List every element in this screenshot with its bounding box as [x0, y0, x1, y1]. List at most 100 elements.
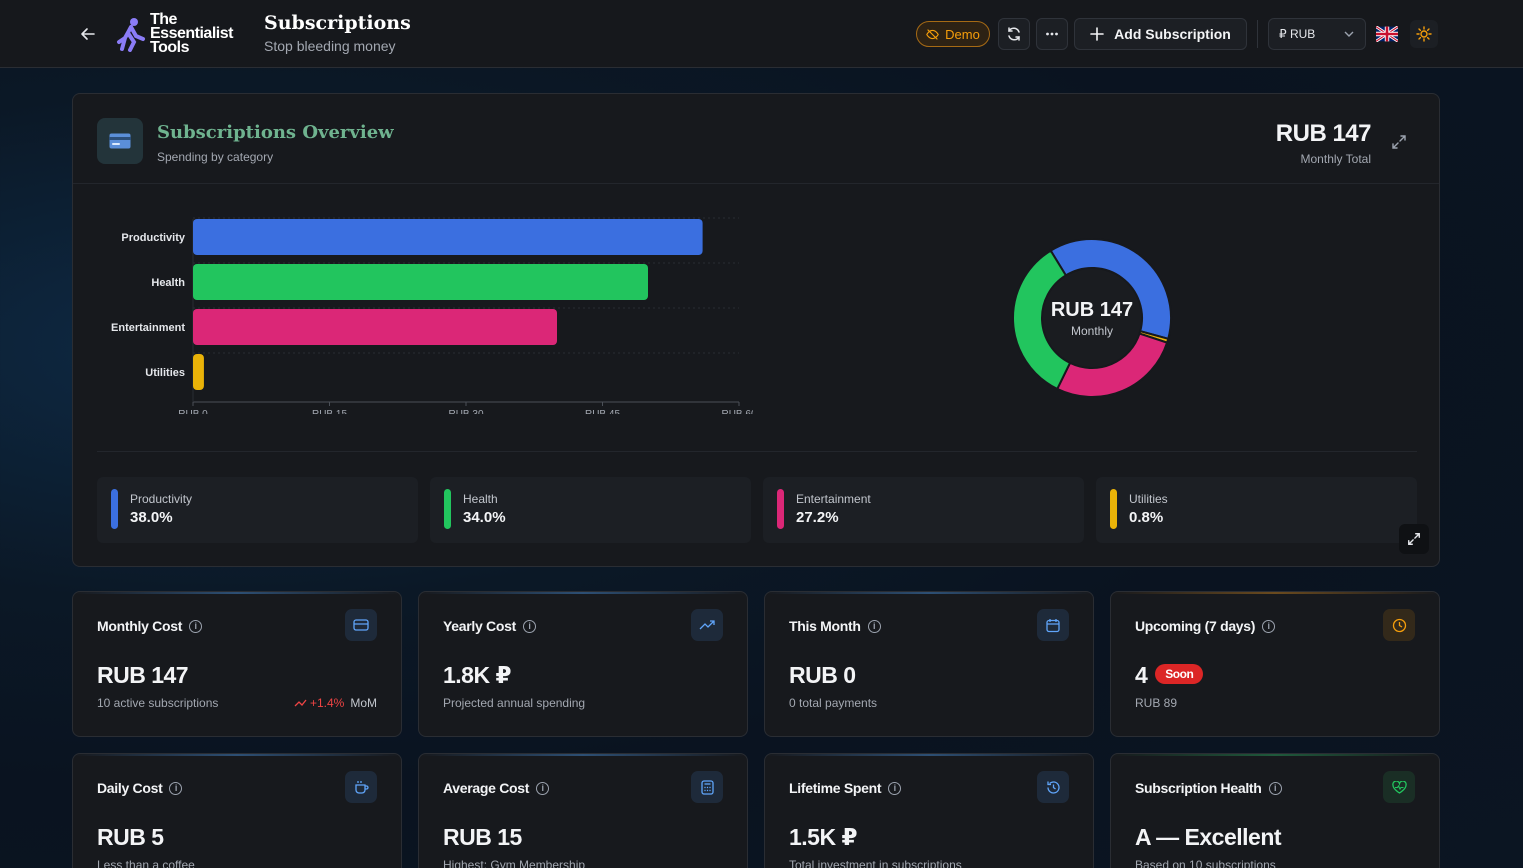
stat-description: 10 active subscriptions — [97, 696, 219, 710]
category-tick-label: Entertainment — [111, 322, 185, 334]
legend-name: Productivity — [130, 492, 193, 506]
category-bar-chart: Productivity Health Entertainment Utilities… — [103, 204, 757, 420]
legend-swatch — [111, 489, 118, 529]
info-icon[interactable]: i — [867, 619, 881, 633]
overview-header: Subscriptions Overview Spending by categ… — [73, 94, 1439, 184]
info-icon[interactable]: i — [536, 781, 550, 795]
back-arrow-icon[interactable] — [78, 24, 98, 44]
add-subscription-button[interactable]: Add Subscription — [1074, 18, 1247, 50]
category-tick-label: Productivity — [121, 232, 185, 244]
soon-badge: Soon — [1155, 663, 1204, 684]
refresh-icon — [1008, 27, 1020, 41]
x-tick-label: RUB 15 — [312, 409, 347, 414]
stat-value: 4 — [1135, 662, 1148, 688]
stat-description: Highest: Gym Membership — [443, 858, 586, 868]
category-tick-label: Utilities — [145, 367, 185, 379]
overview-divider — [97, 451, 1417, 452]
month-over-month-trend: +1.4% MoM — [294, 696, 377, 710]
info-icon[interactable]: i — [169, 781, 183, 795]
currency-label: ₽ RUB — [1279, 27, 1316, 41]
stat-value: RUB 147 — [97, 662, 189, 688]
stat-description: RUB 89 — [1135, 696, 1178, 710]
page-subtitle: Stop bleeding money — [264, 38, 396, 54]
overview-subtitle: Spending by category — [157, 150, 274, 164]
legend-name: Utilities — [1129, 492, 1168, 506]
stat-label: This Month — [789, 618, 861, 634]
legend-percent: 38.0% — [130, 509, 173, 526]
stat-label: Upcoming (7 days) — [1135, 618, 1256, 634]
theme-toggle-button[interactable] — [1410, 20, 1438, 48]
category-legend: Productivity 38.0% Health 34.0% Entertai… — [97, 477, 1417, 543]
more-options-button[interactable] — [1036, 18, 1068, 50]
bar-utilities[interactable] — [193, 354, 204, 390]
stat-description: Less than a coffee — [97, 858, 195, 868]
trend-suffix: MoM — [350, 696, 377, 710]
history-icon — [1037, 771, 1069, 803]
demo-badge[interactable]: Demo — [916, 21, 990, 47]
eye-off-icon — [926, 28, 939, 40]
refresh-button[interactable] — [998, 18, 1030, 50]
running-figure-icon — [117, 18, 145, 52]
currency-select[interactable]: ₽ RUB — [1268, 18, 1366, 50]
stat-value: RUB 5 — [97, 824, 164, 850]
bar-productivity[interactable] — [193, 219, 703, 255]
stat-value: RUB 0 — [789, 662, 856, 688]
fullscreen-button[interactable] — [1399, 524, 1429, 554]
legend-swatch — [777, 489, 784, 529]
legend-item-entertainment[interactable]: Entertainment 27.2% — [763, 477, 1084, 543]
stat-label: Monthly Cost — [97, 618, 183, 634]
trending-up-icon — [294, 699, 307, 707]
stat-value: RUB 15 — [443, 824, 522, 850]
overview-title: Subscriptions Overview — [157, 122, 394, 143]
stat-label: Subscription Health — [1135, 780, 1262, 796]
app-logo[interactable]: The Essentialist Tools — [116, 12, 252, 56]
stat-label: Yearly Cost — [443, 618, 516, 634]
stat-description: Projected annual spending — [443, 696, 586, 710]
yearly-cost-card: Yearly Cost i 1.8K ₽ Projected annual spe… — [418, 591, 748, 737]
info-icon[interactable]: i — [189, 619, 203, 633]
info-icon[interactable]: i — [1268, 781, 1282, 795]
legend-swatch — [1110, 489, 1117, 529]
monthly-total-label: Monthly Total — [1300, 152, 1371, 166]
average-cost-card: Average Cost i RUB 15 Highest: Gym Member… — [418, 753, 748, 868]
subscription-health-card: Subscription Health i A — Excellent Based… — [1110, 753, 1440, 868]
legend-name: Entertainment — [796, 492, 871, 506]
x-tick-label: RUB 30 — [448, 409, 483, 414]
donut-hole — [1043, 269, 1141, 367]
info-icon[interactable]: i — [522, 619, 536, 633]
info-icon[interactable]: i — [1262, 619, 1276, 633]
legend-name: Health — [463, 492, 498, 506]
monthly-total-value: RUB 147 — [1275, 120, 1372, 147]
legend-item-health[interactable]: Health 34.0% — [430, 477, 751, 543]
stat-description: Total investment in subscriptions — [789, 858, 962, 868]
uk-flag-icon[interactable] — [1375, 24, 1399, 44]
trend-value: +1.4% — [309, 696, 345, 710]
donut-center-value: RUB 147 — [1050, 298, 1134, 321]
calculator-icon — [691, 771, 723, 803]
page-title: Subscriptions — [264, 12, 411, 34]
lifetime-spent-card: Lifetime Spent i 1.5K ₽ Total investment … — [764, 753, 1094, 868]
monthly-total: RUB 147 Monthly Total — [1275, 120, 1372, 166]
sun-icon — [1416, 26, 1432, 42]
x-tick-label: RUB 60 — [721, 409, 753, 414]
donut-slice-productivity[interactable] — [1049, 238, 1172, 341]
credit-card-icon — [97, 118, 143, 164]
info-icon[interactable]: i — [888, 781, 902, 795]
stat-description: Based on 10 subscriptions — [1135, 858, 1276, 868]
bar-health[interactable] — [193, 264, 648, 300]
legend-item-utilities[interactable]: Utilities 0.8% — [1096, 477, 1417, 543]
x-tick-label: RUB 0 — [178, 409, 208, 414]
expand-icon[interactable] — [1391, 134, 1409, 152]
legend-swatch — [444, 489, 451, 529]
stat-value: 1.5K ₽ — [789, 824, 857, 850]
donut-slice-health[interactable] — [1012, 249, 1072, 391]
legend-percent: 34.0% — [463, 509, 506, 526]
clock-icon — [1383, 609, 1415, 641]
legend-item-productivity[interactable]: Productivity 38.0% — [97, 477, 418, 543]
x-tick-label: RUB 45 — [585, 409, 620, 414]
stat-description: 0 total payments — [789, 696, 878, 710]
coffee-icon — [345, 771, 377, 803]
category-donut-chart: RUB 147 Monthly — [1011, 237, 1173, 399]
stat-label: Average Cost — [443, 780, 530, 796]
bar-entertainment[interactable] — [193, 309, 557, 345]
